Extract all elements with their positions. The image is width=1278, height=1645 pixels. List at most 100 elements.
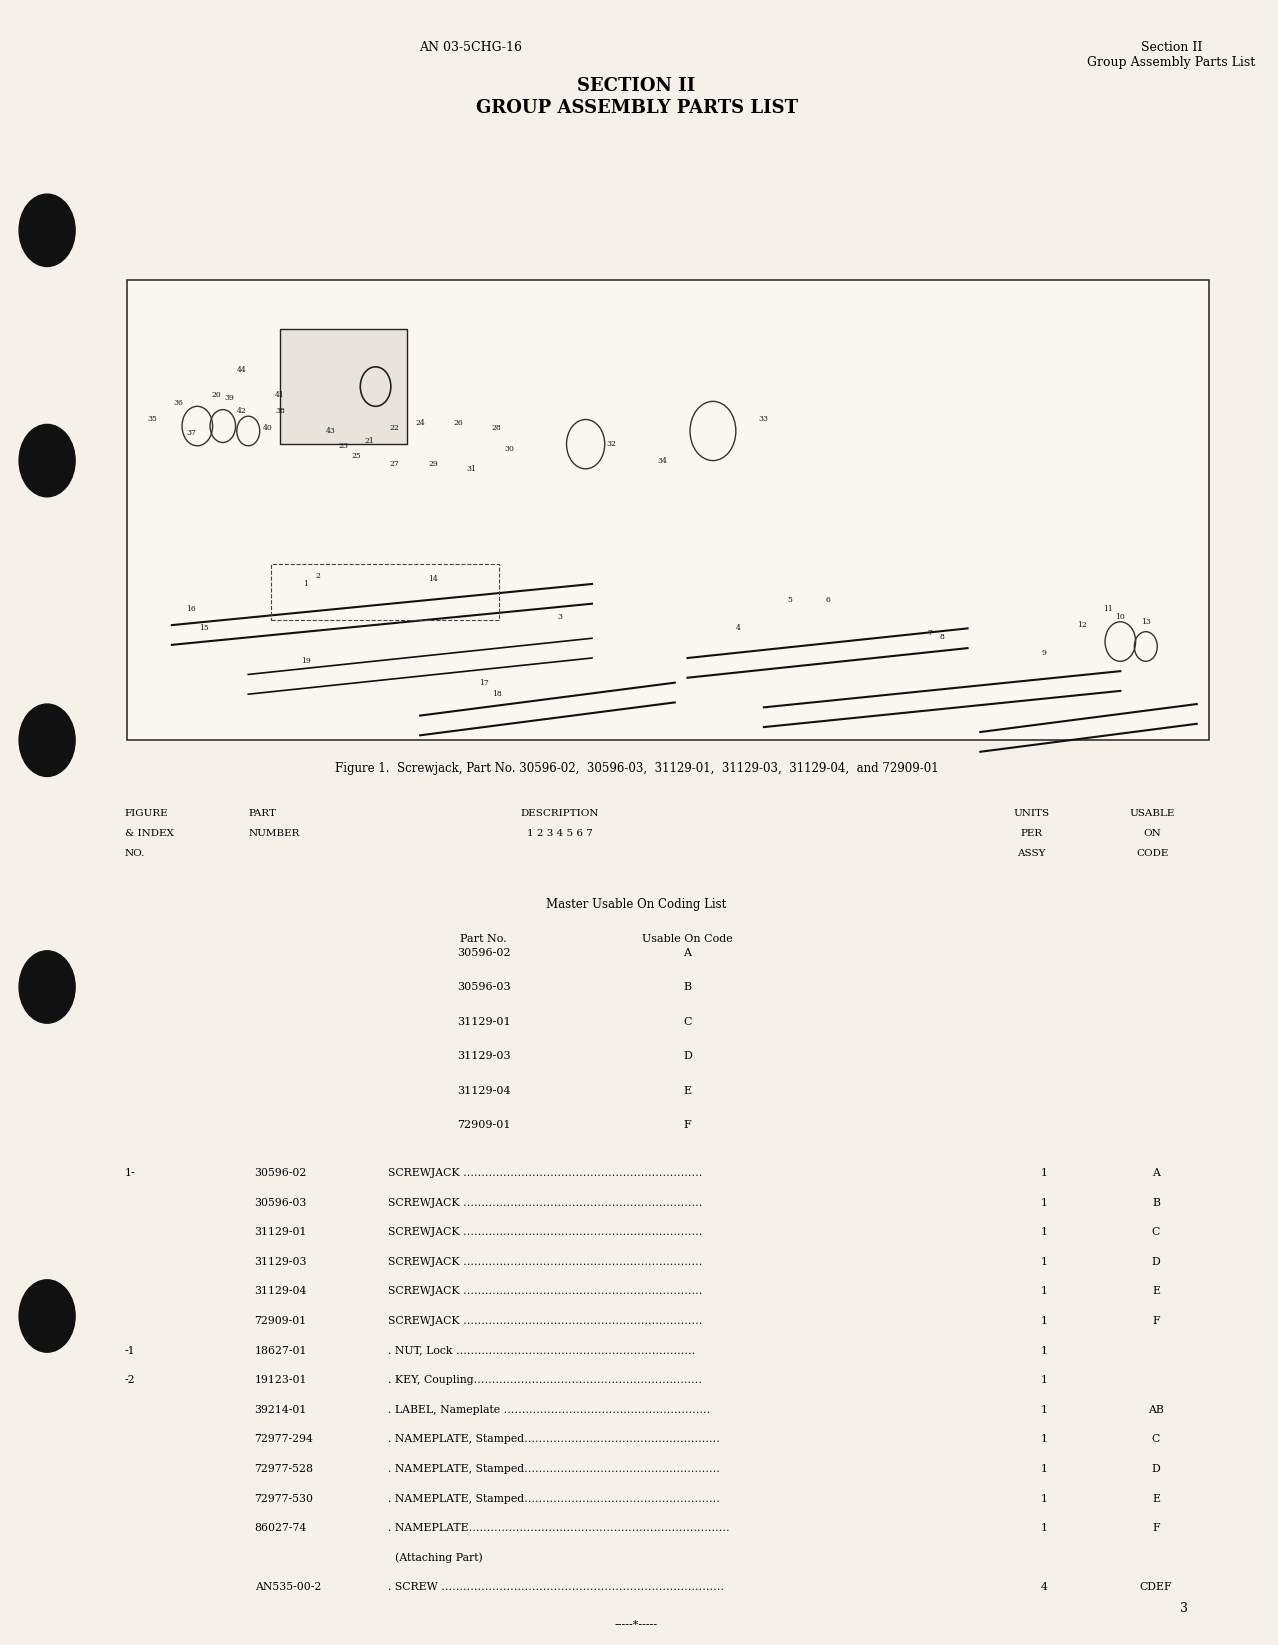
Text: 18: 18 xyxy=(492,691,501,697)
Text: 1: 1 xyxy=(1040,1316,1048,1326)
Text: 34: 34 xyxy=(657,457,667,464)
Text: 32: 32 xyxy=(606,441,616,447)
Text: 3: 3 xyxy=(1180,1602,1189,1615)
Text: 1: 1 xyxy=(1040,1257,1048,1267)
Text: 27: 27 xyxy=(390,461,400,467)
Text: 31: 31 xyxy=(466,466,475,472)
Text: Usable On Code: Usable On Code xyxy=(642,934,732,944)
Text: F: F xyxy=(684,1120,691,1130)
Text: 5: 5 xyxy=(787,597,792,604)
Text: CODE: CODE xyxy=(1136,849,1168,857)
Text: 1: 1 xyxy=(1040,1375,1048,1385)
Text: 1: 1 xyxy=(1040,1198,1048,1207)
Text: 35: 35 xyxy=(148,416,157,423)
Text: . NAMEPLATE, Stamped………………………………………………: . NAMEPLATE, Stamped……………………………………………… xyxy=(389,1434,721,1444)
Text: AB: AB xyxy=(1148,1405,1164,1415)
Text: A: A xyxy=(684,948,691,957)
Circle shape xyxy=(19,704,75,776)
Text: D: D xyxy=(1151,1257,1160,1267)
Text: C: C xyxy=(1151,1434,1160,1444)
Text: B: B xyxy=(1151,1198,1160,1207)
Text: PER: PER xyxy=(1020,829,1043,837)
Text: 42: 42 xyxy=(236,408,247,415)
Text: . KEY, Coupling………………………………………………………: . KEY, Coupling……………………………………………………… xyxy=(389,1375,703,1385)
Text: NUMBER: NUMBER xyxy=(248,829,299,837)
Text: SCREWJACK …………………………………………………………: SCREWJACK ………………………………………………………… xyxy=(389,1257,703,1267)
FancyBboxPatch shape xyxy=(128,280,1209,740)
Text: . NAMEPLATE………………………………………………………………: . NAMEPLATE……………………………………………………………… xyxy=(389,1523,730,1533)
Text: 7: 7 xyxy=(927,630,932,637)
Text: E: E xyxy=(684,1086,691,1096)
Circle shape xyxy=(19,424,75,497)
Text: 19123-01: 19123-01 xyxy=(254,1375,307,1385)
Text: A: A xyxy=(1151,1168,1160,1178)
Text: 1: 1 xyxy=(1040,1494,1048,1504)
Text: 72977-530: 72977-530 xyxy=(254,1494,313,1504)
Text: ASSY: ASSY xyxy=(1017,849,1045,857)
Text: 8: 8 xyxy=(939,633,944,640)
Text: 44: 44 xyxy=(236,367,247,373)
Text: 1: 1 xyxy=(1040,1405,1048,1415)
Text: 33: 33 xyxy=(759,416,769,423)
Text: SCREWJACK …………………………………………………………: SCREWJACK ………………………………………………………… xyxy=(389,1227,703,1237)
Text: PART: PART xyxy=(248,809,276,818)
Text: 18627-01: 18627-01 xyxy=(254,1346,307,1355)
Text: 38: 38 xyxy=(275,408,285,415)
Text: . NAMEPLATE, Stamped………………………………………………: . NAMEPLATE, Stamped……………………………………………… xyxy=(389,1494,721,1504)
Text: 11: 11 xyxy=(1103,605,1112,612)
Text: 26: 26 xyxy=(454,419,463,426)
Text: NO.: NO. xyxy=(125,849,146,857)
Text: F: F xyxy=(1153,1523,1160,1533)
Text: 16: 16 xyxy=(187,605,196,612)
Text: F: F xyxy=(1153,1316,1160,1326)
Text: 1: 1 xyxy=(1040,1286,1048,1296)
Text: & INDEX: & INDEX xyxy=(125,829,174,837)
Text: CDEF: CDEF xyxy=(1140,1582,1172,1592)
Text: DESCRIPTION: DESCRIPTION xyxy=(521,809,599,818)
Text: 24: 24 xyxy=(415,419,426,426)
Text: 31129-04: 31129-04 xyxy=(254,1286,307,1296)
Text: 2: 2 xyxy=(316,572,321,579)
Text: 1: 1 xyxy=(1040,1227,1048,1237)
Text: 25: 25 xyxy=(351,452,362,459)
Text: 30596-02: 30596-02 xyxy=(254,1168,307,1178)
Text: 31129-01: 31129-01 xyxy=(254,1227,307,1237)
Text: 1: 1 xyxy=(1040,1464,1048,1474)
Text: 30: 30 xyxy=(505,446,514,452)
Text: 41: 41 xyxy=(275,392,285,398)
Text: 13: 13 xyxy=(1141,619,1150,625)
Text: 1: 1 xyxy=(1040,1523,1048,1533)
Text: 4: 4 xyxy=(736,625,741,632)
Text: 29: 29 xyxy=(428,461,438,467)
Text: SCREWJACK …………………………………………………………: SCREWJACK ………………………………………………………… xyxy=(389,1316,703,1326)
Text: 20: 20 xyxy=(212,392,221,398)
Text: -2: -2 xyxy=(125,1375,135,1385)
Text: . NAMEPLATE, Stamped………………………………………………: . NAMEPLATE, Stamped……………………………………………… xyxy=(389,1464,721,1474)
Text: SCREWJACK …………………………………………………………: SCREWJACK ………………………………………………………… xyxy=(389,1286,703,1296)
Text: GROUP ASSEMBLY PARTS LIST: GROUP ASSEMBLY PARTS LIST xyxy=(475,99,797,117)
Text: 4: 4 xyxy=(1040,1582,1048,1592)
Text: E: E xyxy=(1151,1286,1160,1296)
Text: USABLE: USABLE xyxy=(1130,809,1174,818)
Text: 1 2 3 4 5 6 7: 1 2 3 4 5 6 7 xyxy=(528,829,593,837)
Text: 72977-528: 72977-528 xyxy=(254,1464,313,1474)
Text: SECTION II: SECTION II xyxy=(578,77,695,95)
Text: 1: 1 xyxy=(1040,1346,1048,1355)
Text: -----*-----: -----*----- xyxy=(615,1620,658,1630)
Text: 1: 1 xyxy=(303,581,308,587)
Text: 6: 6 xyxy=(826,597,829,604)
Circle shape xyxy=(19,1280,75,1352)
Text: D: D xyxy=(682,1051,691,1061)
Text: 3: 3 xyxy=(557,614,562,620)
Text: 37: 37 xyxy=(187,429,196,436)
Text: 14: 14 xyxy=(428,576,438,582)
Text: 28: 28 xyxy=(492,424,501,431)
Text: ON: ON xyxy=(1144,829,1160,837)
Text: UNITS: UNITS xyxy=(1013,809,1049,818)
Text: SCREWJACK …………………………………………………………: SCREWJACK ………………………………………………………… xyxy=(389,1198,703,1207)
Text: Figure 1.  Screwjack, Part No. 30596-02,  30596-03,  31129-01,  31129-03,  31129: Figure 1. Screwjack, Part No. 30596-02, … xyxy=(335,762,938,775)
Text: -1: -1 xyxy=(125,1346,135,1355)
Text: . SCREW ……………………………………………………………………: . SCREW …………………………………………………………………… xyxy=(389,1582,725,1592)
Text: 23: 23 xyxy=(339,443,349,449)
Text: Section II: Section II xyxy=(1140,41,1201,54)
